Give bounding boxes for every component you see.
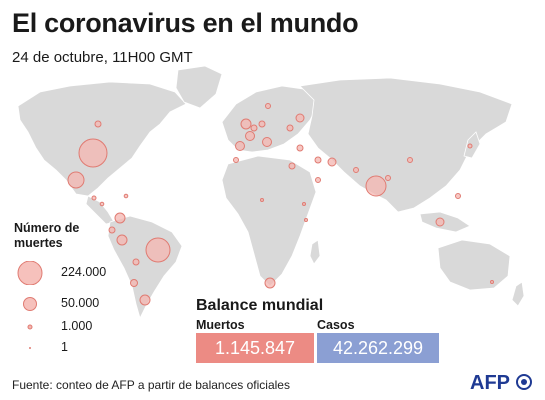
legend-circle-medium-icon xyxy=(23,297,37,311)
bubble-india xyxy=(365,175,387,197)
bubble-peru xyxy=(116,234,128,246)
land-madagascar xyxy=(309,239,321,265)
afp-logo-dot-icon xyxy=(521,379,527,385)
legend-item-224000: 224.000 xyxy=(14,261,124,285)
bubble-bolivia xyxy=(132,258,140,266)
bubble-south-africa xyxy=(264,277,276,289)
bubble-egypt xyxy=(288,162,296,170)
bubble-brazil xyxy=(145,237,171,263)
page-title: El coronavirus en el mundo xyxy=(12,8,359,38)
page-subtitle: 24 de octubre, 11H00 GMT xyxy=(12,49,193,66)
bubble-indonesia xyxy=(435,217,445,227)
bubble-morocco xyxy=(233,157,239,163)
bubble-mexico xyxy=(67,171,85,189)
deaths-label: Muertos xyxy=(196,318,245,332)
legend-circle-large-icon xyxy=(17,261,43,285)
bubble-philippines xyxy=(455,193,461,199)
afp-logo: AFP xyxy=(470,372,532,394)
bubble-france xyxy=(245,131,255,141)
deaths-value: 1.145.847 xyxy=(196,333,314,363)
legend-label: 1 xyxy=(61,340,68,354)
bubble-honduras xyxy=(99,201,105,207)
bubble-guatemala xyxy=(91,195,97,201)
bubble-colombia xyxy=(114,212,126,224)
cases-label: Casos xyxy=(317,318,355,332)
bubble-belgium xyxy=(250,124,258,132)
bubble-argentina xyxy=(139,294,151,306)
land-north-america xyxy=(17,81,187,197)
source-note: Fuente: conteo de AFP a partir de balanc… xyxy=(12,378,290,392)
bubble-australia xyxy=(490,280,494,284)
bubble-bangladesh xyxy=(385,175,391,181)
bubble-uk xyxy=(240,118,252,130)
cases-value: 42.262.299 xyxy=(317,333,439,363)
bubble-kenya xyxy=(304,218,308,222)
bubble-iraq xyxy=(314,156,322,164)
land-africa xyxy=(221,155,317,287)
death-bubbles xyxy=(67,103,494,306)
legend-item-1000: 1.000 xyxy=(14,315,124,339)
legend-title: Número de muertes xyxy=(14,221,80,250)
bubble-spain xyxy=(235,141,245,151)
land-new-zealand xyxy=(511,281,525,307)
legend-circle-small-icon xyxy=(27,324,33,330)
bubble-turkey xyxy=(296,144,304,152)
land-australia xyxy=(437,239,511,291)
bubble-china xyxy=(407,157,413,163)
bubble-saudi-arabia xyxy=(315,177,321,183)
bubble-italy xyxy=(262,137,272,147)
land-asia xyxy=(299,77,513,213)
bubble-canada xyxy=(94,120,102,128)
bubble-iran xyxy=(327,157,337,167)
bubble-germany xyxy=(258,120,266,128)
legend-item-1: 1 xyxy=(14,336,124,360)
legend-label: 1.000 xyxy=(61,319,93,333)
bubble-ecuador xyxy=(108,226,116,234)
bubble-ukraine xyxy=(286,124,294,132)
legend-label: 224.000 xyxy=(61,265,107,279)
bubble-russia xyxy=(295,113,305,123)
afp-logo-ring-icon xyxy=(516,374,532,390)
land-greenland xyxy=(175,65,223,109)
bubble-pakistan xyxy=(353,167,359,173)
bubble-usa xyxy=(78,138,108,168)
legend-circle-tiny-icon xyxy=(29,347,31,349)
bubble-sweden xyxy=(265,103,271,109)
bubble-dominican-rep xyxy=(123,193,129,199)
bubble-chile xyxy=(130,279,138,287)
land-central-america xyxy=(85,195,115,225)
bubble-japan xyxy=(467,143,473,149)
bubble-nigeria xyxy=(260,198,264,202)
bubble-ethiopia xyxy=(302,202,306,206)
balance-title: Balance mundial xyxy=(196,297,324,314)
afp-logo-text: AFP xyxy=(470,372,510,394)
legend-item-50000: 50.000 xyxy=(14,292,124,316)
land-southeast-asia-islands xyxy=(419,211,471,233)
legend-label: 50.000 xyxy=(61,296,100,310)
